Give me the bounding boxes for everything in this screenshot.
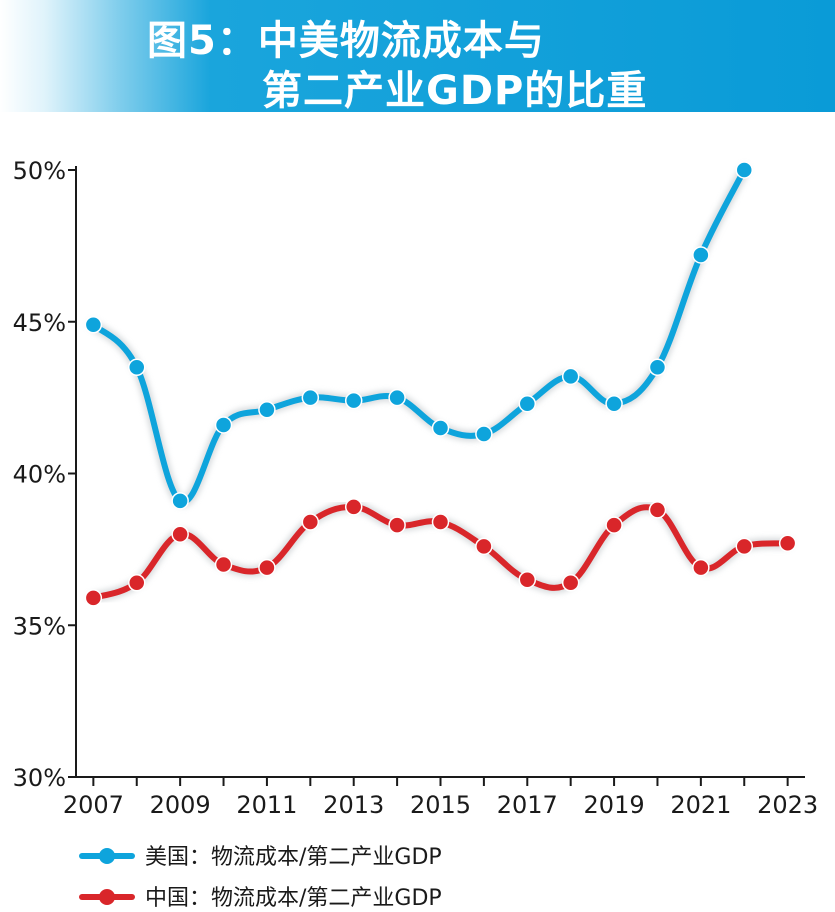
- series-us-point: [301, 388, 320, 407]
- series-us-point: [518, 394, 537, 413]
- series-china-point: [431, 513, 450, 531]
- chart-title-line-1: 图5：中美物流成本与: [147, 18, 545, 64]
- chart-title-line-2: 第二产业GDP的比重: [262, 68, 648, 114]
- x-tick-label: 2009: [150, 791, 211, 819]
- series-china-point: [692, 558, 710, 577]
- legend: 美国：物流成本/第二产业GDP 中国：物流成本/第二产业GDP: [79, 845, 442, 911]
- series-us-point: [388, 388, 406, 407]
- x-tick-label: 2011: [236, 791, 297, 819]
- series-us-point: [214, 416, 233, 434]
- x-tick-label: 2013: [323, 791, 384, 819]
- series-us-point: [344, 391, 363, 410]
- series-china-point: [344, 498, 363, 516]
- series-us-point: [84, 316, 103, 334]
- series-china-point: [171, 525, 189, 543]
- series-us-point: [258, 401, 276, 419]
- series-china-point: [214, 555, 233, 574]
- series-china-point: [605, 516, 623, 534]
- series-china-point: [648, 501, 667, 519]
- series-us-point: [561, 367, 580, 386]
- series-china-point: [301, 513, 320, 531]
- y-tick-label: 35%: [13, 612, 66, 640]
- series-china-point: [475, 537, 493, 556]
- series-china-point: [778, 534, 797, 553]
- series-china-point: [388, 516, 406, 534]
- series-us-point: [475, 425, 493, 443]
- series-us-point: [431, 419, 450, 437]
- y-tick-label: 30%: [13, 764, 66, 792]
- series-china-point: [561, 574, 580, 592]
- series-china-point: [518, 570, 537, 589]
- title-banner: 图5：中美物流成本与 第二产业GDP的比重: [0, 0, 835, 114]
- y-tick-label: 50%: [13, 157, 66, 185]
- series-us-line: [90, 167, 748, 505]
- series-china-point: [84, 589, 103, 607]
- series-us-point: [605, 394, 623, 413]
- series-us-point: [128, 358, 146, 377]
- axes: 30% 35% 40% 45% 50% 2007 2009 2011 2013 2015 2017 2…: [13, 157, 819, 819]
- x-tick-label: 2021: [670, 791, 731, 819]
- series-china-point: [258, 558, 276, 577]
- legend-us-swatch-marker: [99, 848, 115, 864]
- series-us: [84, 161, 753, 510]
- x-tick-label: 2015: [410, 791, 471, 819]
- x-tick-label: 2019: [584, 791, 645, 819]
- legend-china-label: 中国：物流成本/第二产业GDP: [145, 886, 442, 911]
- series-us-point: [735, 161, 753, 179]
- y-tick-label: 45%: [13, 309, 66, 337]
- series-china: [84, 498, 797, 607]
- y-tick-label: 40%: [13, 461, 66, 489]
- x-tick-label: 2017: [497, 791, 558, 819]
- series-us-point: [692, 246, 710, 264]
- x-tick-label: 2007: [63, 791, 124, 819]
- legend-china-swatch-marker: [99, 889, 115, 905]
- series-china-point: [128, 574, 146, 592]
- series-china-point: [735, 537, 753, 556]
- series-us-point: [648, 358, 667, 377]
- x-tick-label: 2023: [757, 791, 818, 819]
- series-us-shadow: [87, 164, 750, 508]
- legend-us-label: 美国：物流成本/第二产业GDP: [145, 845, 442, 870]
- series-layer: [84, 161, 797, 607]
- series-us-point: [171, 492, 189, 510]
